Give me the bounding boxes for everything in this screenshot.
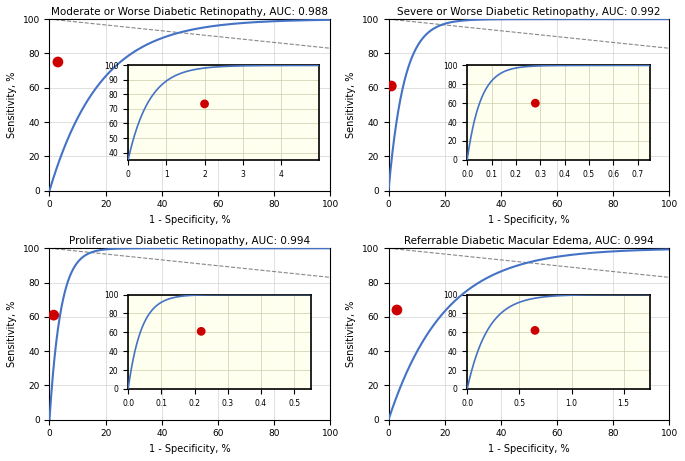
Point <box>53 58 64 65</box>
Point <box>391 306 402 313</box>
Y-axis label: Sensitivity, %: Sensitivity, % <box>346 72 356 138</box>
Title: Proliferative Diabetic Retinopathy, AUC: 0.994: Proliferative Diabetic Retinopathy, AUC:… <box>69 236 310 246</box>
Y-axis label: Sensitivity, %: Sensitivity, % <box>346 301 356 367</box>
X-axis label: 1 - Specificity, %: 1 - Specificity, % <box>149 444 231 454</box>
X-axis label: 1 - Specificity, %: 1 - Specificity, % <box>488 444 570 454</box>
Title: Moderate or Worse Diabetic Retinopathy, AUC: 0.988: Moderate or Worse Diabetic Retinopathy, … <box>51 7 328 17</box>
Point <box>386 83 397 90</box>
X-axis label: 1 - Specificity, %: 1 - Specificity, % <box>149 215 231 225</box>
Title: Severe or Worse Diabetic Retinopathy, AUC: 0.992: Severe or Worse Diabetic Retinopathy, AU… <box>397 7 661 17</box>
Y-axis label: Sensitivity, %: Sensitivity, % <box>7 301 17 367</box>
Y-axis label: Sensitivity, %: Sensitivity, % <box>7 72 17 138</box>
Point <box>48 312 59 319</box>
Title: Referrable Diabetic Macular Edema, AUC: 0.994: Referrable Diabetic Macular Edema, AUC: … <box>404 236 654 246</box>
X-axis label: 1 - Specificity, %: 1 - Specificity, % <box>488 215 570 225</box>
